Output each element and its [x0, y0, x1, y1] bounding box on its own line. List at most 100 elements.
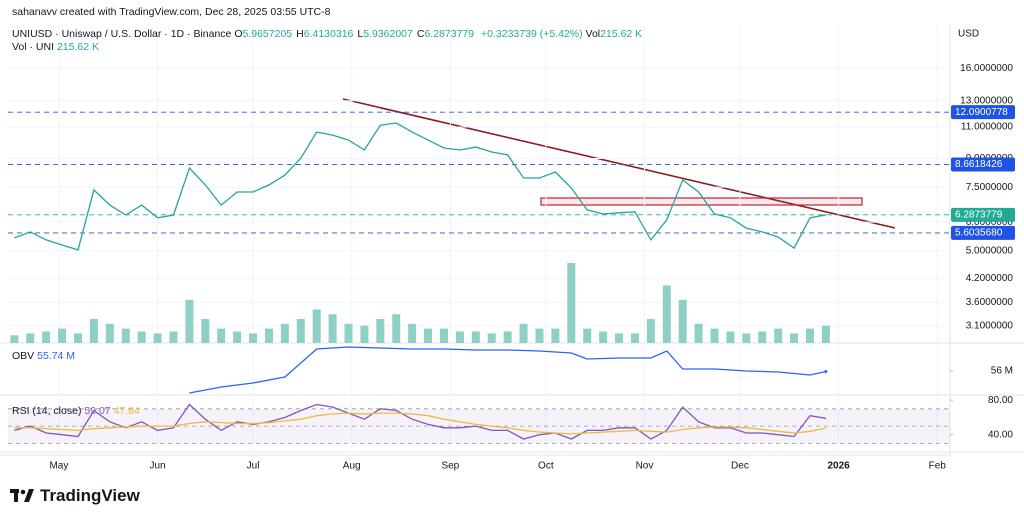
vol-row-value: 215.62 K: [56, 41, 99, 53]
y-tick-label: 6.0000000: [966, 217, 1014, 228]
y-tick-label: 56 M: [991, 366, 1013, 377]
volume-bar: [805, 328, 814, 343]
volume-bar: [583, 328, 592, 343]
volume-bar: [678, 299, 687, 343]
price-badge-label: 5.6035680: [955, 228, 1003, 239]
volume-bar: [774, 328, 783, 343]
price-badge-label: 12.0900778: [955, 107, 1008, 118]
x-tick-label: Jul: [247, 461, 260, 472]
rsi-value: 59.07: [84, 405, 111, 417]
y-tick-label: 3.1000000: [966, 321, 1014, 332]
trendline: [342, 98, 896, 229]
change: +0.3233739 (+5.42%): [481, 28, 583, 40]
volume-bar: [424, 328, 433, 343]
volume-bar: [42, 331, 51, 343]
y-tick-label: 3.6000000: [966, 297, 1014, 308]
volume-bar: [694, 323, 703, 343]
ohlc-value: 6.4130316: [303, 28, 354, 40]
ohlc-value: 6.2873779: [424, 28, 475, 40]
last-point: [824, 370, 828, 374]
volume-bar: [58, 328, 67, 343]
x-tick-label: 2026: [827, 461, 850, 472]
volume-bar: [726, 331, 735, 343]
vol-key: Vol: [585, 28, 601, 40]
volume-bar: [264, 328, 273, 343]
obv-name: OBV: [12, 350, 35, 362]
currency-label: USD: [958, 29, 979, 40]
x-tick-label: Sep: [441, 461, 459, 472]
y-tick-label: 40.00: [988, 429, 1013, 440]
ohlc: O5.9657205 H6.4130316 L5.9362007 C6.2873779: [234, 28, 478, 40]
price-badge-label: 6.2873779: [955, 209, 1003, 220]
x-tick-label: Feb: [929, 461, 947, 472]
series-line: [14, 122, 827, 251]
price-badge: [951, 225, 1015, 240]
volume-bar: [630, 333, 639, 343]
price-badge: [951, 207, 1015, 222]
x-tick-label: Dec: [731, 461, 749, 472]
volume-bar: [455, 331, 464, 343]
volume-bar: [312, 309, 321, 343]
volume-bar: [169, 331, 178, 343]
volume-bar: [89, 319, 98, 343]
volume-bar: [599, 331, 608, 343]
watermark: sahanavv created with TradingView.com, D…: [12, 6, 331, 18]
ohlc-key: C: [416, 28, 425, 40]
x-tick-label: Jun: [150, 461, 166, 472]
volume-bar: [10, 335, 19, 343]
resistance-zone: [540, 197, 863, 206]
volume-bar: [360, 325, 369, 343]
series-line: [189, 346, 827, 394]
rsi-ma-value: 47.84: [113, 405, 140, 417]
volume-bar: [439, 328, 448, 343]
volume-bar: [615, 333, 624, 343]
volume-bar: [646, 319, 655, 343]
volume-bar: [74, 333, 83, 343]
volume-bar: [758, 331, 767, 343]
ohlc-value: 5.9657205: [242, 28, 293, 40]
y-tick-label: 5.0000000: [966, 245, 1014, 256]
volume-bar: [662, 285, 671, 343]
vol-value: 215.62 K: [600, 28, 643, 40]
y-tick-label: 80.00: [988, 395, 1013, 406]
logo: TradingView: [10, 486, 140, 506]
x-tick-label: Oct: [538, 461, 554, 472]
volume-bar: [790, 333, 799, 343]
price-badge: [951, 157, 1015, 172]
ohlc-key: H: [296, 28, 304, 40]
volume-bar: [328, 314, 337, 343]
volume-bar: [201, 319, 210, 343]
volume-bar: [105, 323, 114, 343]
volume-bar: [121, 328, 130, 343]
volume-bar: [408, 323, 417, 343]
ohlc-key: L: [357, 28, 364, 40]
volume-bar: [742, 333, 751, 343]
price-badge-label: 8.6618426: [955, 159, 1003, 170]
rsi-name: RSI (14, close): [12, 405, 82, 417]
volume-bar: [280, 323, 289, 343]
volume-bar: [233, 331, 242, 343]
volume-bar: [185, 299, 194, 343]
logo-text: TradingView: [40, 486, 140, 505]
volume-bar: [519, 323, 528, 343]
volume-bar: [376, 319, 385, 343]
symbol: UNIUSD · Uniswap / U.S. Dollar · 1D · Bi…: [12, 28, 232, 40]
y-tick-label: 4.2000000: [966, 273, 1014, 284]
x-tick-label: Nov: [636, 461, 654, 472]
volume-bar: [26, 333, 35, 343]
series-line: [14, 412, 827, 435]
y-tick-label: 11.0000000: [961, 122, 1014, 133]
plot-layer: May Jun Jul Aug Sep Oct Nov Dec 2026 Feb 16.000000…: [8, 25, 1015, 472]
ohlc-value: 5.9362007: [363, 28, 413, 40]
volume-bar: [217, 328, 226, 343]
volume-bar: [296, 319, 305, 343]
legend-row: UNIUSD · Uniswap / U.S. Dollar · 1D · Bi…: [12, 28, 642, 40]
volume-bar: [503, 331, 512, 343]
volume-bar: [392, 314, 401, 343]
obv-legend: OBV 55.74 M: [12, 350, 75, 362]
volume-bar: [567, 263, 576, 343]
logo-icon: [10, 489, 34, 502]
obv-value: 55.74 M: [37, 350, 76, 362]
x-tick-label: Aug: [343, 461, 361, 472]
ohlc-key: O: [234, 28, 243, 40]
